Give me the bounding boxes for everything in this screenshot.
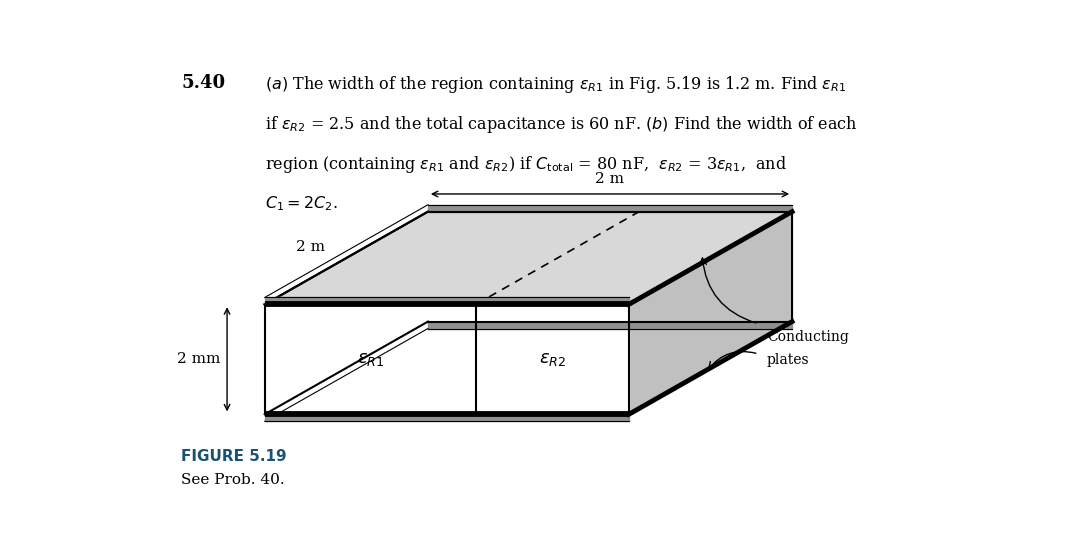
Polygon shape xyxy=(265,305,629,414)
Text: 2 m: 2 m xyxy=(595,172,624,186)
Text: 2 m: 2 m xyxy=(296,240,325,254)
Text: $\varepsilon_{R1}$: $\varepsilon_{R1}$ xyxy=(356,351,384,368)
Text: See Prob. 40.: See Prob. 40. xyxy=(181,473,285,487)
Text: FIGURE 5.19: FIGURE 5.19 xyxy=(181,449,286,464)
Text: plates: plates xyxy=(767,353,810,367)
Text: $C_1 = 2C_2$.: $C_1 = 2C_2$. xyxy=(265,194,338,213)
Text: region (containing $\epsilon_{R1}$ and $\epsilon_{R2}$) if $C_{\mathrm{total}}$ : region (containing $\epsilon_{R1}$ and $… xyxy=(265,154,787,175)
Text: 5.40: 5.40 xyxy=(181,74,225,92)
Text: 2 mm: 2 mm xyxy=(177,352,220,366)
Text: if $\epsilon_{R2}$ = 2.5 and the total capacitance is 60 nF. $(b)$ Find the widt: if $\epsilon_{R2}$ = 2.5 and the total c… xyxy=(265,114,858,135)
Polygon shape xyxy=(428,321,792,329)
Text: $(a)$ The width of the region containing $\epsilon_{R1}$ in Fig. 5.19 is 1.2 m. : $(a)$ The width of the region containing… xyxy=(265,74,846,95)
Polygon shape xyxy=(265,414,629,421)
Text: Conducting: Conducting xyxy=(767,330,849,344)
Polygon shape xyxy=(265,297,629,305)
Polygon shape xyxy=(428,205,792,212)
Polygon shape xyxy=(265,212,792,305)
Polygon shape xyxy=(629,212,792,414)
Text: $\varepsilon_{R2}$: $\varepsilon_{R2}$ xyxy=(539,351,566,368)
